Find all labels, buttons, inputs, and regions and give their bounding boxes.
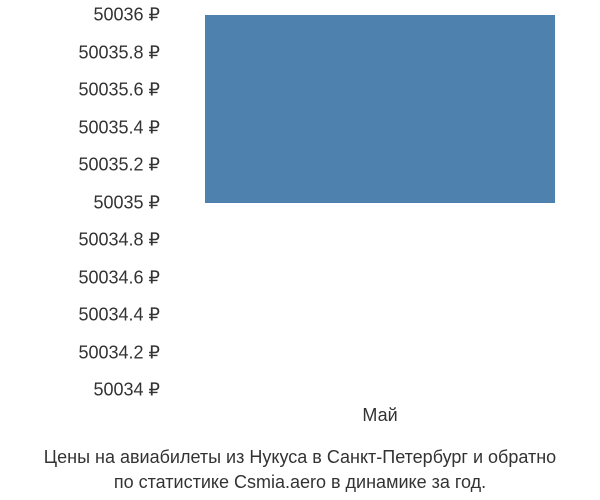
x-axis-label: Май bbox=[362, 405, 397, 426]
y-tick: 50035 ₽ bbox=[93, 192, 160, 213]
y-tick: 50034.6 ₽ bbox=[78, 267, 160, 288]
y-tick: 50035.2 ₽ bbox=[78, 155, 160, 176]
caption-line-1: Цены на авиабилеты из Нукуса в Санкт-Пет… bbox=[44, 447, 556, 467]
y-tick: 50035.6 ₽ bbox=[78, 80, 160, 101]
chart-container: 50036 ₽ 50035.8 ₽ 50035.6 ₽ 50035.4 ₽ 50… bbox=[0, 0, 600, 430]
y-tick: 50035.8 ₽ bbox=[78, 42, 160, 63]
y-tick: 50034.2 ₽ bbox=[78, 342, 160, 363]
y-axis: 50036 ₽ 50035.8 ₽ 50035.6 ₽ 50035.4 ₽ 50… bbox=[0, 0, 170, 400]
y-tick: 50036 ₽ bbox=[93, 5, 160, 26]
caption-line-2: по статистике Csmia.aero в динамике за г… bbox=[114, 472, 486, 492]
chart-caption: Цены на авиабилеты из Нукуса в Санкт-Пет… bbox=[0, 445, 600, 495]
y-tick: 50034 ₽ bbox=[93, 380, 160, 401]
bar-may bbox=[205, 15, 555, 203]
y-tick: 50034.8 ₽ bbox=[78, 230, 160, 251]
y-tick: 50034.4 ₽ bbox=[78, 305, 160, 326]
y-tick: 50035.4 ₽ bbox=[78, 117, 160, 138]
plot-area: Май bbox=[170, 0, 580, 400]
